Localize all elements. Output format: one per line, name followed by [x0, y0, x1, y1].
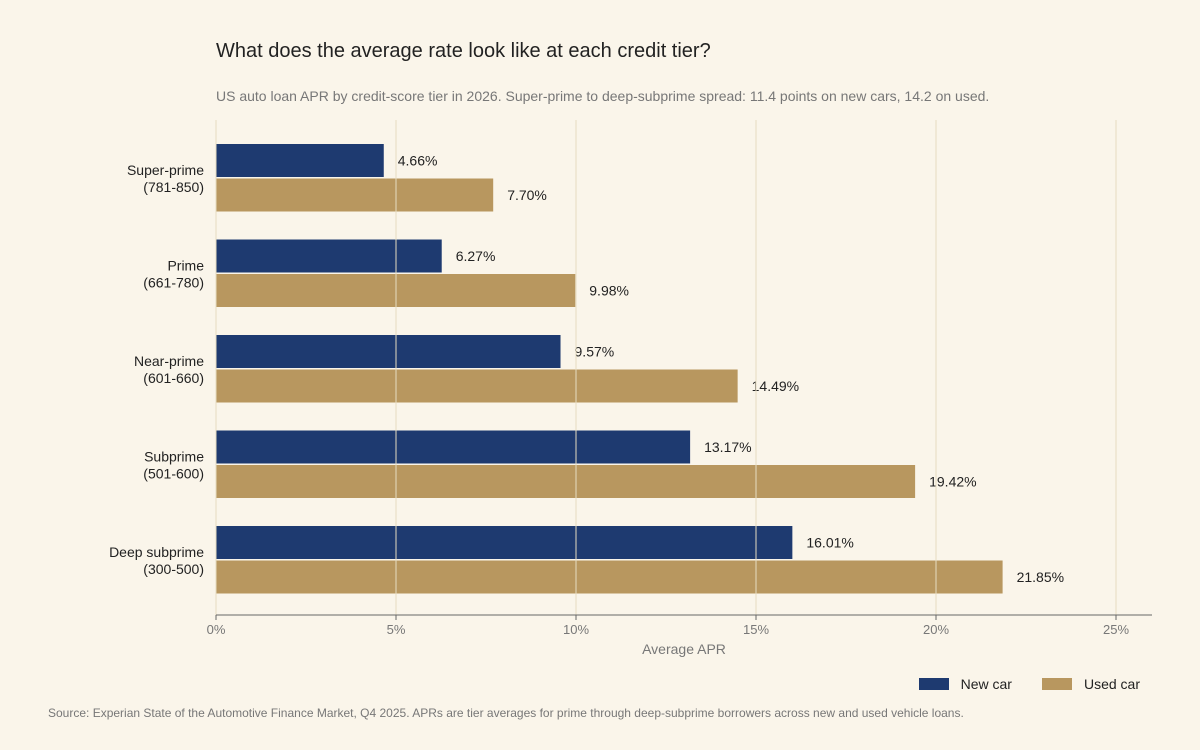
- legend-label-new-car: New car: [960, 676, 1012, 692]
- category-label-4-1: (300-500): [143, 561, 204, 577]
- bar-new-1: [216, 239, 442, 273]
- x-tick-label-2: 10%: [563, 622, 589, 637]
- data-label-new-3: 13.17%: [704, 439, 751, 455]
- category-label-1-1: (661-780): [143, 274, 204, 290]
- x-axis-title: Average APR: [642, 641, 726, 657]
- data-label-new-2: 9.57%: [575, 344, 615, 360]
- bar-used-2: [216, 369, 738, 403]
- data-label-new-0: 4.66%: [398, 153, 438, 169]
- legend-swatch-new-car: [918, 678, 949, 690]
- category-label-3-1: (501-600): [143, 465, 204, 481]
- legend-swatch-used-car: [1041, 678, 1072, 690]
- x-tick-label-5: 25%: [1103, 622, 1129, 637]
- legend-item-used-car: Used car: [1041, 676, 1140, 692]
- bar-new-0: [216, 144, 384, 177]
- data-label-used-3: 19.42%: [929, 474, 976, 490]
- category-label-2-1: (601-660): [143, 370, 204, 386]
- category-label-0-0: Super-prime: [127, 162, 204, 178]
- chart-subtitle: US auto loan APR by credit-score tier in…: [216, 88, 990, 104]
- x-tick-label-4: 20%: [923, 622, 949, 637]
- legend-label-used-car: Used car: [1083, 676, 1140, 692]
- legend-item-new-car: New car: [918, 676, 1012, 692]
- legend: New car Used car: [918, 676, 1140, 692]
- x-tick-label-1: 5%: [387, 622, 406, 637]
- category-label-2-0: Near-prime: [134, 353, 204, 369]
- bar-used-4: [216, 560, 1003, 594]
- bar-used-0: [216, 178, 494, 212]
- category-label-1-0: Prime: [167, 257, 204, 273]
- bar-new-3: [216, 430, 691, 464]
- category-label-0-1: (781-850): [143, 179, 204, 195]
- data-label-new-1: 6.27%: [456, 248, 496, 264]
- bar-used-3: [216, 465, 916, 498]
- bar-new-4: [216, 526, 793, 559]
- x-tick-label-3: 15%: [743, 622, 769, 637]
- data-label-used-1: 9.98%: [589, 283, 629, 299]
- category-label-3-0: Subprime: [144, 448, 204, 464]
- data-label-used-2: 14.49%: [752, 378, 799, 394]
- chart-title: What does the average rate look like at …: [216, 40, 711, 62]
- bar-new-2: [216, 335, 561, 368]
- data-label-used-0: 7.70%: [507, 187, 547, 203]
- data-label-new-4: 16.01%: [806, 535, 853, 551]
- category-label-4-0: Deep subprime: [109, 544, 204, 560]
- data-label-used-4: 21.85%: [1017, 569, 1064, 585]
- source-note: Source: Experian State of the Automotive…: [48, 706, 964, 720]
- x-tick-label-0: 0%: [207, 622, 226, 637]
